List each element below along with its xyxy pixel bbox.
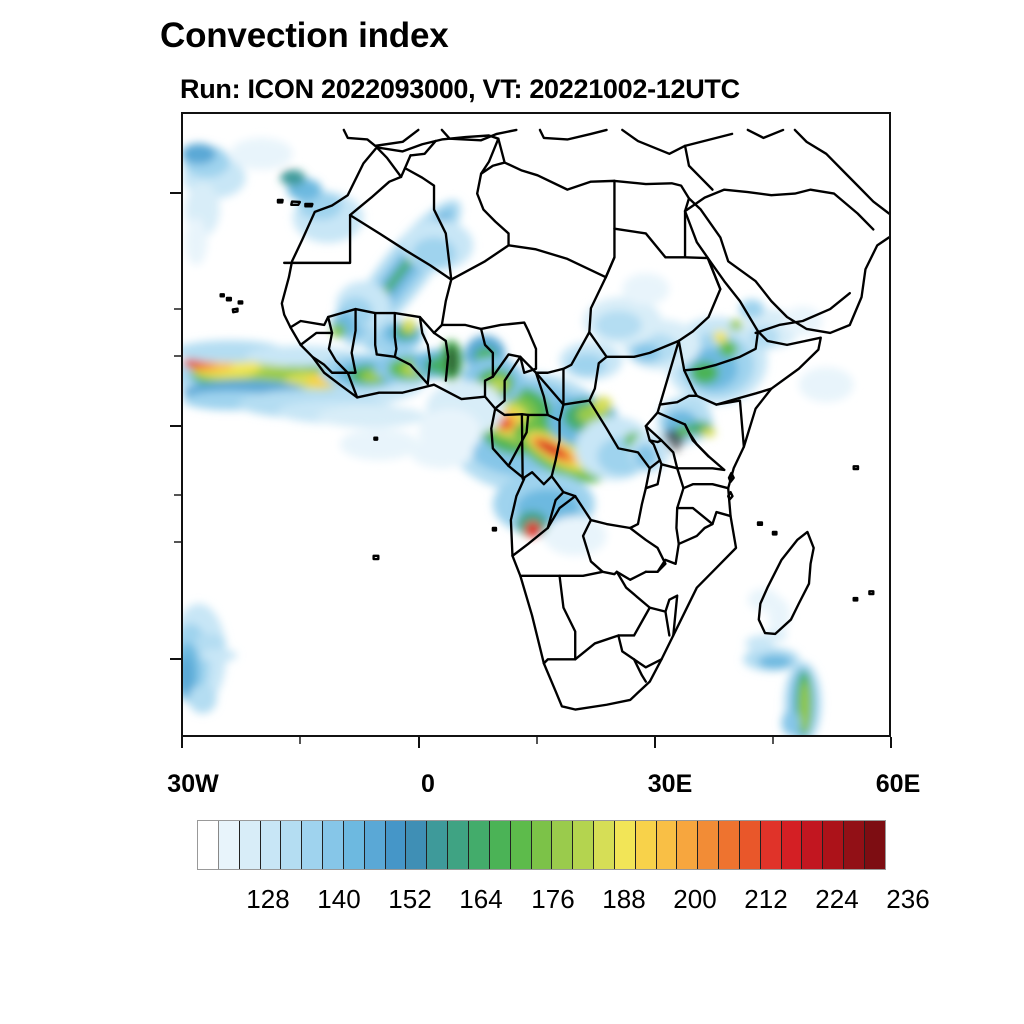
colorbar-cell xyxy=(552,821,574,869)
colorbar-cell xyxy=(865,821,885,869)
colorbar-cell xyxy=(677,821,699,869)
colorbar-cell xyxy=(802,821,824,869)
ytick-minor xyxy=(174,541,181,543)
colorbar-cell xyxy=(218,821,240,869)
map-borders xyxy=(219,128,889,711)
xtick-major xyxy=(890,737,892,748)
xtick-label: 30W xyxy=(167,770,219,798)
colorbar-label: 212 xyxy=(744,884,788,914)
colorbar-label: 176 xyxy=(531,884,575,914)
colorbar-cell xyxy=(760,821,782,869)
ytick-minor xyxy=(174,494,181,496)
ytick-major xyxy=(170,192,181,194)
colorbar-cell xyxy=(302,821,324,869)
colorbar-cell xyxy=(719,821,740,869)
colorbar-label: 224 xyxy=(815,884,859,914)
colorbar-cell xyxy=(323,821,344,869)
ytick-major xyxy=(170,658,181,660)
colorbar-cell xyxy=(427,821,449,869)
xtick-minor xyxy=(299,737,301,744)
xtick-label: 0 xyxy=(421,770,435,798)
colorbar-cell xyxy=(239,821,261,869)
colorbar-cell xyxy=(614,821,636,869)
colorbar-label: 152 xyxy=(388,884,432,914)
colorbar-cell xyxy=(448,821,469,869)
colorbar-cell xyxy=(781,821,803,869)
colorbar-cell xyxy=(343,821,365,869)
colorbar-cell xyxy=(656,821,678,869)
colorbar-label: 140 xyxy=(317,884,361,914)
xtick-major xyxy=(181,737,183,748)
colorbar-cell xyxy=(531,821,553,869)
colorbar-cell xyxy=(594,821,615,869)
colorbar[interactable] xyxy=(197,820,886,870)
convection-field xyxy=(183,137,854,735)
colorbar-label: 128 xyxy=(246,884,290,914)
colorbar-cell xyxy=(510,821,532,869)
geo-layer xyxy=(183,128,889,735)
colorbar-cell xyxy=(385,821,407,869)
map-canvas xyxy=(183,128,889,735)
colorbar-label: 236 xyxy=(886,884,930,914)
colorbar-cell xyxy=(698,821,720,869)
map-clip xyxy=(183,114,889,735)
xtick-minor xyxy=(536,737,538,744)
colorbar-label: 200 xyxy=(673,884,717,914)
ytick-minor xyxy=(174,308,181,310)
map-plot-panel xyxy=(181,112,891,737)
colorbar-cell xyxy=(198,821,219,869)
colorbar-cell xyxy=(739,821,761,869)
chart-title: Convection index xyxy=(160,16,449,55)
colorbar-cell xyxy=(406,821,428,869)
colorbar-cell xyxy=(844,821,865,869)
xtick-major xyxy=(654,737,656,748)
xtick-minor xyxy=(772,737,774,744)
colorbar-cell xyxy=(260,821,282,869)
colorbar-cell xyxy=(489,821,511,869)
xtick-label: 60E xyxy=(875,770,921,798)
colorbar-label: 164 xyxy=(459,884,503,914)
colorbar-label: 188 xyxy=(602,884,646,914)
xtick-label: 30E xyxy=(647,770,693,798)
xtick-major xyxy=(418,737,420,748)
colorbar-cell xyxy=(364,821,386,869)
ytick-major xyxy=(170,425,181,427)
colorbar-cell xyxy=(573,821,595,869)
colorbar-cell xyxy=(468,821,490,869)
colorbar-cell xyxy=(823,821,845,869)
ytick-minor xyxy=(174,355,181,357)
colorbar-cell xyxy=(635,821,657,869)
chart-subtitle: Run: ICON 2022093000, VT: 20221002-12UTC xyxy=(180,74,740,104)
colorbar-cell xyxy=(281,821,303,869)
